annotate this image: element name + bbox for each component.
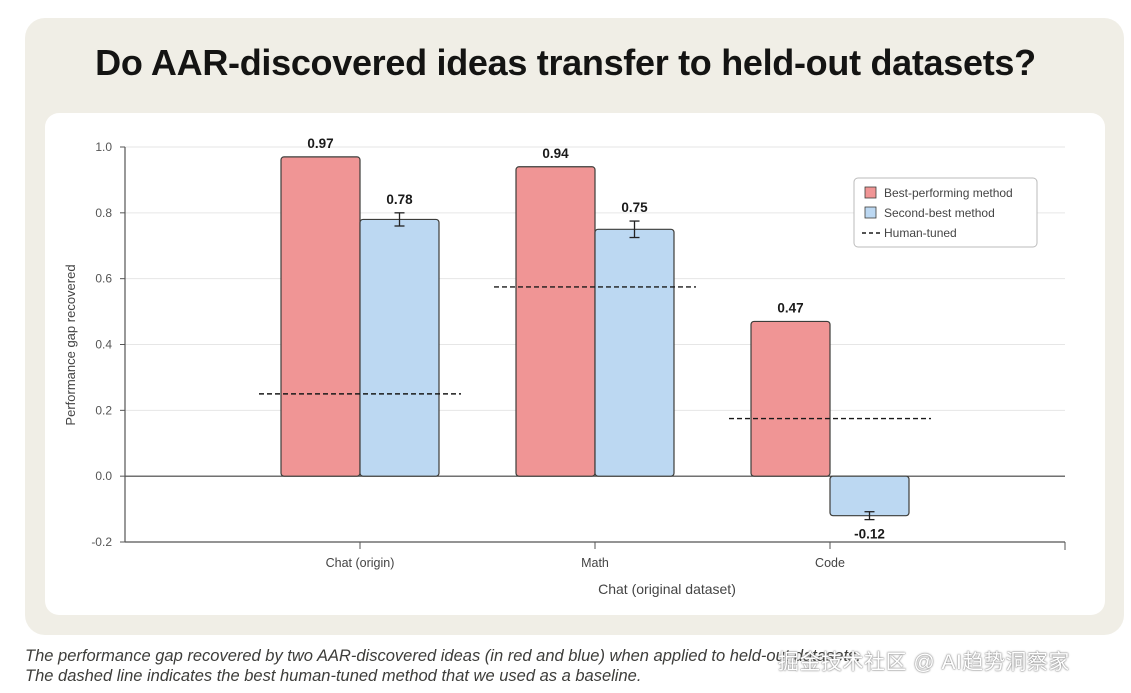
x-tick-label: Chat (origin): [326, 556, 395, 570]
bar-best-1: [515, 166, 596, 477]
bar-chart: 1.0 0.8 0.6 0.4 0.2 0.0 -0.2 Chat (original dat…: [63, 136, 1066, 597]
y-tick-label: 0.8: [95, 206, 112, 220]
bar-best-0: [280, 156, 361, 477]
watermark: 掘金技术社区 @ AI趋势洞察家: [778, 651, 1070, 674]
y-tick-label: 0.2: [95, 403, 112, 417]
y-tick-label: 0.0: [95, 469, 112, 483]
data-label: 0.94: [542, 146, 569, 161]
y-tick-label: 1.0: [95, 140, 112, 154]
x-tick-label: Math: [581, 556, 609, 570]
y-axis-label: Performance gap recovered: [63, 264, 78, 425]
legend-box: [853, 177, 1038, 248]
y-tick-label: -0.2: [91, 535, 112, 549]
chart-title: Do AAR-discovered ideas transfer to held…: [95, 42, 1036, 83]
legend-swatch: [864, 186, 877, 199]
caption-line-1: The performance gap recovered by two AAR…: [25, 647, 861, 665]
bar-second-2: [829, 475, 910, 517]
legend-label: Second-best method: [884, 206, 995, 220]
data-label: -0.12: [854, 527, 885, 542]
bar-best-2: [750, 320, 831, 477]
legend-label: Human-tuned: [884, 226, 957, 240]
bar-second-0: [359, 218, 440, 477]
bar-second-1: [594, 228, 675, 477]
y-tick-label: 0.6: [95, 272, 112, 286]
legend-label: Best-performing method: [884, 186, 1013, 200]
x-axis-label: Chat (original dataset): [598, 581, 736, 597]
figure-caption: The performance gap recovered by two AAR…: [25, 646, 1125, 686]
caption-line-2: The dashed line indicates the best human…: [25, 667, 642, 685]
data-label: 0.47: [777, 300, 803, 315]
x-tick-label: Code: [815, 556, 845, 570]
legend-swatch: [864, 206, 877, 219]
data-label: 0.78: [386, 192, 413, 207]
data-label: 0.97: [307, 136, 333, 151]
y-tick-label: 0.4: [95, 338, 112, 352]
data-label: 0.75: [621, 200, 648, 215]
